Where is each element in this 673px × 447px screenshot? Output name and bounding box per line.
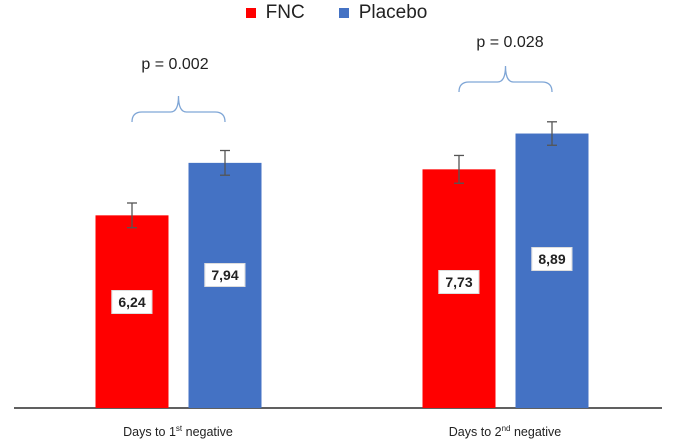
significance-bracket-1 [131,95,226,123]
error-bar-placebo-1 [220,149,230,176]
p-value-2: p = 0.028 [476,34,544,51]
error-bar-fnc-1 [127,202,137,229]
legend-swatch-fnc [245,8,256,18]
legend-item-placebo: Placebo [338,2,428,24]
error-bar-fnc-2 [454,154,464,184]
value-label-placebo-2: 8,89 [531,247,573,271]
p-value-1: p = 0.002 [141,56,209,73]
value-label-fnc-1: 6,24 [111,290,153,314]
legend-swatch-placebo [338,8,349,18]
value-label-fnc-2: 7,73 [438,270,480,294]
x-tick-label-2: Days to 2nd negative [448,424,562,440]
value-label-placebo-1: 7,94 [204,263,246,287]
error-bar-placebo-2 [547,121,557,146]
legend-label-fnc: FNC [265,2,305,23]
legend-item-fnc: FNC [245,2,305,24]
legend: FNC Placebo [0,2,673,24]
legend-label-placebo: Placebo [358,2,428,23]
significance-bracket-2 [458,65,553,93]
x-tick-label-1: Days to 1st negative [123,424,233,440]
